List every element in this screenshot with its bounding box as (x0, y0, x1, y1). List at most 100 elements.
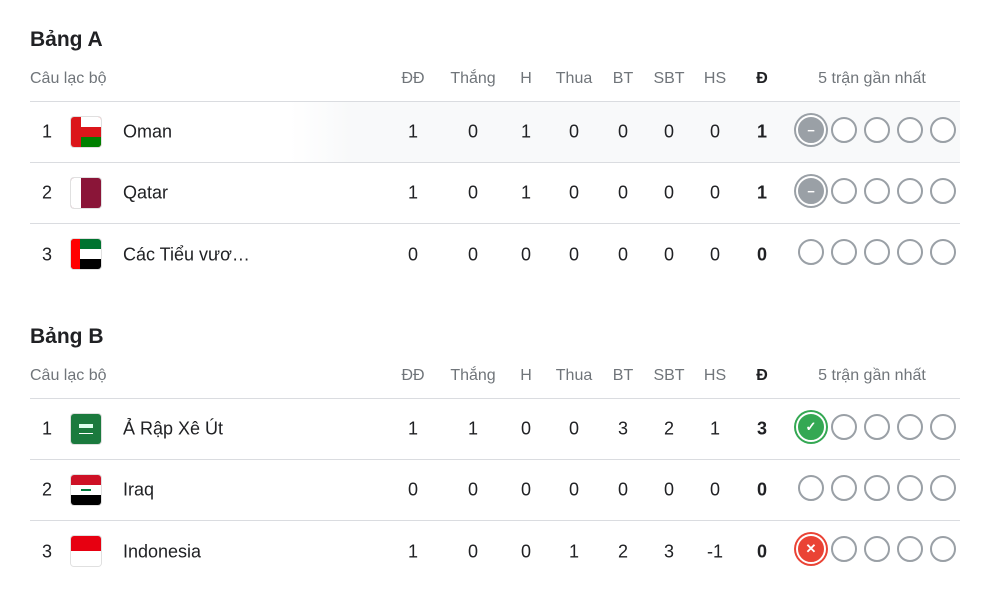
empty-match-icon (930, 475, 956, 501)
stat-won: 0 (467, 479, 479, 500)
empty-match-icon (831, 475, 857, 501)
stat-lost: 0 (568, 182, 580, 203)
stat-gd: 0 (709, 182, 721, 203)
empty-match-icon (864, 475, 890, 501)
recent-form (796, 475, 956, 501)
stat-gd: 0 (709, 121, 721, 142)
recent-form: − (796, 117, 956, 143)
recent-form: − (796, 178, 956, 204)
stat-lost: 0 (568, 244, 580, 264)
stat-won: 0 (467, 541, 479, 561)
header-lost: Thua (555, 367, 593, 384)
header-drawn: H (520, 367, 532, 384)
header-won: Thắng (450, 367, 496, 384)
empty-match-icon (831, 414, 857, 440)
header-ga: SBT (653, 367, 685, 384)
empty-match-icon (897, 117, 923, 143)
empty-match-icon (930, 117, 956, 143)
flag-qatar-icon (71, 178, 101, 208)
flag-saudi-icon (71, 414, 101, 444)
rank: 2 (42, 182, 53, 203)
stat-ga: 0 (663, 121, 675, 142)
stat-ga: 0 (663, 182, 675, 203)
empty-match-icon (798, 475, 824, 501)
flag-indonesia-icon (71, 536, 101, 566)
stat-drawn: 0 (520, 479, 532, 500)
recent-form: ✓ (796, 414, 956, 440)
header-pts: Đ (756, 70, 768, 87)
header-gd: HS (703, 367, 727, 384)
rank: 3 (42, 541, 53, 561)
team-name[interactable]: Ả Rập Xê Út (123, 418, 224, 439)
stat-gf: 3 (617, 418, 629, 439)
stat-pts: 1 (756, 182, 768, 203)
rank: 2 (42, 479, 53, 500)
draw-minus-icon[interactable]: − (798, 178, 824, 204)
recent-form (796, 239, 956, 265)
group-title: Bảng A (30, 28, 103, 51)
team-name[interactable]: Iraq (123, 479, 155, 500)
empty-match-icon (864, 178, 890, 204)
empty-match-icon (864, 414, 890, 440)
empty-match-icon (897, 239, 923, 265)
stat-gd: -1 (706, 541, 724, 561)
stat-pts: 0 (756, 479, 768, 500)
stat-gf: 0 (617, 121, 629, 142)
team-name[interactable]: Các Tiểu vươ… (123, 244, 250, 264)
table-row[interactable]: 1 Oman 1 0 1 0 0 0 0 1 − (30, 102, 960, 163)
header-won: Thắng (450, 70, 496, 87)
empty-match-icon (864, 239, 890, 265)
empty-match-icon (930, 414, 956, 440)
stat-pts: 0 (756, 244, 768, 264)
header-gd: HS (703, 70, 727, 87)
stat-won: 0 (467, 244, 479, 264)
header-ga: SBT (653, 70, 685, 87)
empty-match-icon (798, 239, 824, 265)
stat-gd: 1 (709, 418, 721, 439)
team-name[interactable]: Indonesia (123, 541, 202, 561)
stat-played: 1 (407, 121, 419, 142)
empty-match-icon (930, 239, 956, 265)
table-row[interactable]: 2 Qatar 1 0 1 0 0 0 0 1 − (30, 163, 960, 224)
table-row[interactable]: 1 Ả Rập Xê Út 1 1 0 0 3 2 1 3 ✓ (30, 399, 960, 460)
empty-match-icon (864, 536, 890, 562)
stat-drawn: 0 (520, 418, 532, 439)
stat-won: 0 (467, 182, 479, 203)
empty-match-icon (831, 536, 857, 562)
flag-uae-icon (71, 239, 101, 269)
header-played: ĐĐ (401, 367, 425, 384)
loss-x-icon[interactable]: ✕ (798, 536, 824, 562)
stat-ga: 3 (663, 541, 675, 561)
draw-minus-icon[interactable]: − (798, 117, 824, 143)
header-played: ĐĐ (401, 70, 425, 87)
flag-iraq-icon (71, 475, 101, 505)
stat-won: 1 (467, 418, 479, 439)
header-form: 5 trận gần nhất (818, 70, 926, 87)
team-name[interactable]: Qatar (123, 182, 169, 203)
team-name[interactable]: Oman (123, 121, 173, 142)
stat-ga: 2 (663, 418, 675, 439)
table-row[interactable]: 2 Iraq 0 0 0 0 0 0 0 0 (30, 460, 960, 521)
stat-lost: 1 (568, 541, 580, 561)
stat-gd: 0 (709, 244, 721, 264)
empty-match-icon (831, 239, 857, 265)
header-gf: BT (612, 70, 634, 87)
empty-match-icon (930, 178, 956, 204)
empty-match-icon (897, 178, 923, 204)
stat-ga: 0 (663, 244, 675, 264)
column-header-row: Câu lạc bộ ĐĐ Thắng H Thua BT SBT HS Đ 5 trận gần… (30, 367, 960, 389)
recent-form: ✕ (796, 536, 956, 562)
header-drawn: H (520, 70, 532, 87)
header-form: 5 trận gần nhất (818, 367, 926, 384)
win-check-icon[interactable]: ✓ (798, 414, 824, 440)
table-row[interactable]: 3 Indonesia 1 0 0 1 2 3 -1 0 ✕ (30, 521, 960, 582)
divider (30, 101, 960, 102)
empty-match-icon (897, 414, 923, 440)
stat-drawn: 1 (520, 121, 532, 142)
stat-pts: 0 (756, 541, 768, 561)
empty-match-icon (897, 536, 923, 562)
stat-played: 1 (407, 182, 419, 203)
header-club: Câu lạc bộ (30, 367, 107, 384)
table-row[interactable]: 3 Các Tiểu vươ… 0 0 0 0 0 0 0 0 (30, 224, 960, 285)
empty-match-icon (831, 178, 857, 204)
